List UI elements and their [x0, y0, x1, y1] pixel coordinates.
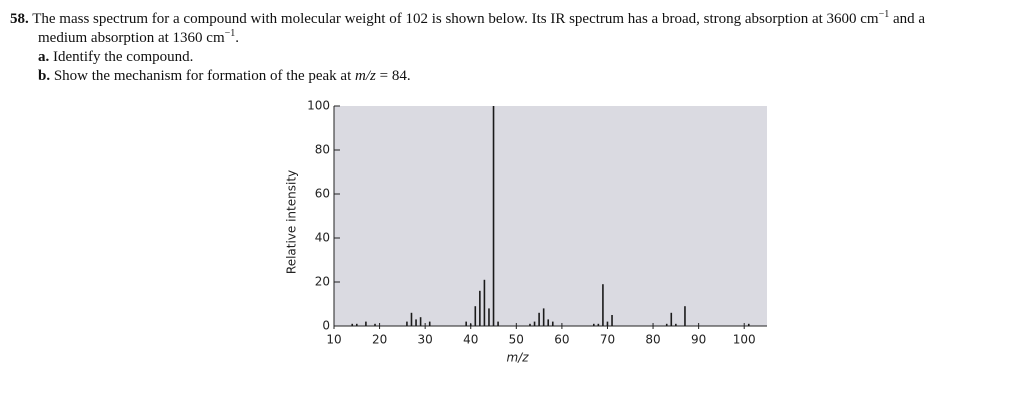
part-label: b.: [38, 68, 51, 84]
x-tick-label: 50: [509, 333, 524, 347]
y-axis-label: Relative intensity: [285, 170, 299, 274]
x-tick-label: 80: [645, 333, 660, 347]
y-tick-label: 100: [307, 99, 330, 113]
x-tick-label: 40: [463, 333, 478, 347]
superscript: −1: [224, 28, 236, 39]
part-text: Show the mechanism for formation of the …: [53, 68, 356, 84]
question-text: medium absorption at 1360 cm: [38, 30, 225, 46]
x-tick-label: 90: [691, 333, 706, 347]
x-tick-label: 60: [554, 333, 569, 347]
part-text: = 84.: [375, 68, 411, 84]
question-line: medium absorption at 1360 cm−1.: [38, 29, 239, 47]
question-text: The mass spectrum for a compound with mo…: [32, 11, 879, 27]
question-number: 58.: [10, 11, 29, 27]
plot-background: [334, 106, 767, 326]
y-tick-label: 20: [315, 275, 330, 289]
x-tick-label: 30: [418, 333, 433, 347]
x-tick-label: 70: [600, 333, 615, 347]
part-label: a.: [38, 49, 50, 65]
x-tick-label: 100: [733, 333, 756, 347]
part-text: m/z: [355, 68, 376, 84]
x-tick-label: 10: [326, 333, 341, 347]
y-tick-label: 40: [315, 231, 330, 245]
question-text: and a: [889, 11, 926, 27]
x-axis-label: m/z: [506, 351, 529, 365]
question-part: b. Show the mechanism for formation of t…: [38, 67, 411, 85]
x-tick-label: 20: [372, 333, 387, 347]
y-tick-label: 60: [315, 187, 330, 201]
part-text: Identify the compound.: [53, 49, 194, 65]
superscript: −1: [878, 9, 890, 20]
question-text: .: [235, 30, 240, 46]
y-tick-label: 80: [315, 143, 330, 157]
question-line: 58. The mass spectrum for a compound wit…: [10, 10, 925, 28]
y-tick-label: 0: [322, 319, 330, 333]
question-part: a. Identify the compound.: [38, 48, 193, 66]
